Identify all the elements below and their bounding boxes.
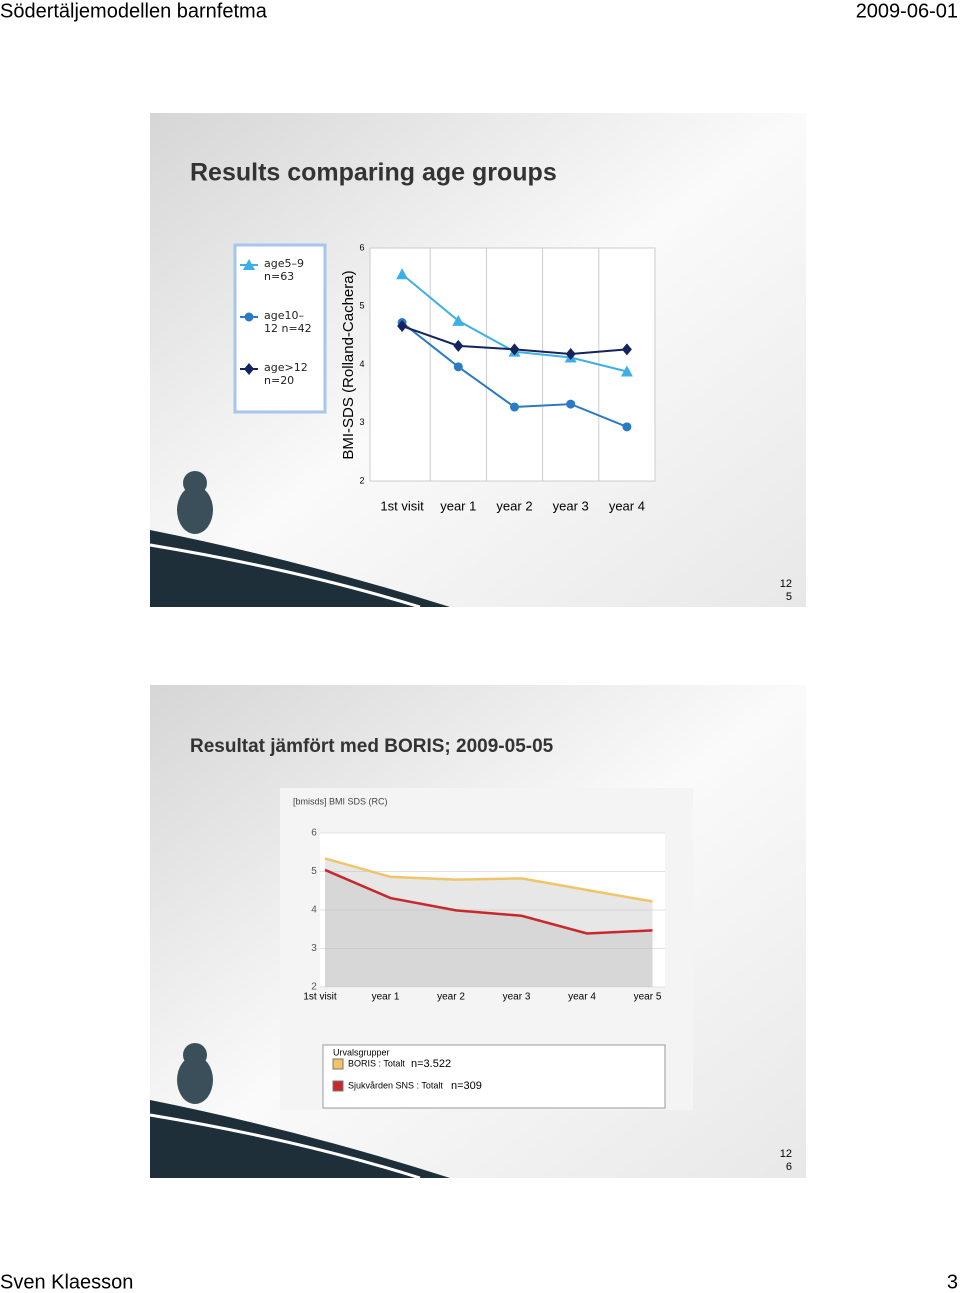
- slide-title: Results comparing age groups: [190, 159, 557, 187]
- marker: [453, 362, 463, 372]
- legend-label: Sjukvården SNS : Totalt: [348, 1080, 443, 1090]
- annotation: n=3.522: [411, 1058, 451, 1070]
- marker: [243, 259, 255, 270]
- series-line: [324, 857, 653, 903]
- x-tick-label: 1st visit: [303, 992, 337, 1003]
- legend-swatch: [332, 1080, 344, 1092]
- legend-swatch: [332, 1058, 344, 1070]
- x-tick-label: year 4: [568, 992, 596, 1003]
- area-fill: [325, 869, 653, 987]
- y-tick-label: 2: [359, 475, 364, 485]
- y-tick-label: 3: [359, 417, 364, 427]
- slide-number: 125: [779, 578, 792, 603]
- x-tick-label: year 1: [372, 992, 400, 1003]
- series-line: [324, 868, 653, 935]
- y-axis-label: BMI-SDS (Rolland-Cachera): [340, 270, 357, 459]
- marker: [397, 320, 408, 333]
- y-tick-label: 4: [311, 905, 317, 916]
- legend-label: age>12 n=20: [264, 361, 308, 387]
- x-tick-label: year 3: [503, 992, 531, 1003]
- x-tick-label: year 3: [553, 498, 589, 513]
- y-axis-label: [bmisds] BMI SDS (RC): [293, 796, 388, 806]
- marker: [621, 343, 632, 356]
- marker: [396, 268, 409, 280]
- y-tick-label: 6: [359, 242, 364, 252]
- marker: [453, 339, 464, 352]
- area-fill: [325, 858, 653, 987]
- x-tick-label: year 5: [634, 992, 662, 1003]
- y-tick-label: 5: [311, 866, 317, 877]
- y-tick-label: 5: [359, 301, 364, 311]
- y-tick-label: 2: [311, 982, 317, 993]
- marker: [509, 343, 520, 356]
- legend-title: Urvalsgrupper: [333, 1047, 390, 1057]
- legend-label: age10–12 n=42: [264, 309, 312, 335]
- slide-1: Results comparing age groups: [149, 113, 806, 609]
- slide-title: Resultat jämfört med BORIS; 2009-05-05: [190, 736, 554, 757]
- footer-author: Sven Klaesson: [0, 1271, 133, 1293]
- legend-label: BORIS : Totalt: [348, 1058, 405, 1068]
- footer-page: 3: [947, 1271, 958, 1293]
- annotation: n=309: [451, 1080, 482, 1092]
- marker: [510, 402, 519, 412]
- x-tick-label: year 4: [609, 498, 645, 513]
- marker: [244, 312, 254, 322]
- x-tick-label: year 2: [437, 992, 465, 1003]
- y-tick-label: 4: [359, 359, 364, 369]
- x-tick-label: 1st visit: [380, 498, 424, 513]
- marker: [244, 363, 254, 375]
- marker: [622, 422, 632, 432]
- x-tick-label: year 2: [496, 498, 532, 513]
- legend-label: age5–9 n=63: [264, 257, 304, 283]
- marker: [620, 365, 633, 377]
- header-date: 2009-06-01: [856, 0, 958, 22]
- x-tick-label: year 1: [440, 498, 476, 513]
- marker: [452, 314, 465, 326]
- header-title: Södertäljemodellen barnfetma: [0, 0, 268, 22]
- slide-number: 126: [779, 1148, 792, 1173]
- marker: [566, 399, 576, 409]
- marker: [565, 348, 576, 361]
- y-tick-label: 3: [311, 943, 317, 954]
- y-tick-label: 6: [311, 828, 317, 839]
